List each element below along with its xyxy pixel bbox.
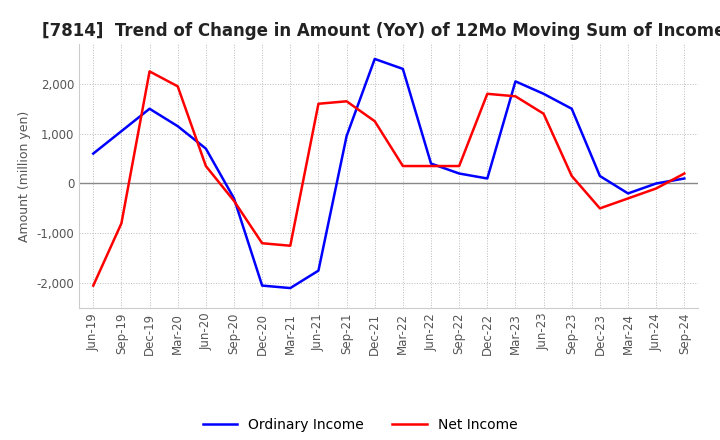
Title: [7814]  Trend of Change in Amount (YoY) of 12Mo Moving Sum of Incomes: [7814] Trend of Change in Amount (YoY) o…	[42, 22, 720, 40]
Ordinary Income	[483, 176, 492, 181]
Net Income	[455, 163, 464, 169]
Ordinary Income	[117, 128, 126, 134]
Ordinary Income	[89, 151, 98, 156]
Ordinary Income	[314, 268, 323, 273]
Net Income	[117, 221, 126, 226]
Ordinary Income	[145, 106, 154, 111]
Ordinary Income	[399, 66, 408, 72]
Net Income	[286, 243, 294, 248]
Ordinary Income	[680, 176, 688, 181]
Ordinary Income	[595, 173, 604, 179]
Ordinary Income	[455, 171, 464, 176]
Ordinary Income	[258, 283, 266, 288]
Ordinary Income	[174, 124, 182, 129]
Ordinary Income	[539, 91, 548, 96]
Ordinary Income	[230, 196, 238, 201]
Net Income	[399, 163, 408, 169]
Legend: Ordinary Income, Net Income: Ordinary Income, Net Income	[197, 412, 523, 437]
Ordinary Income	[652, 181, 660, 186]
Net Income	[427, 163, 436, 169]
Net Income	[342, 99, 351, 104]
Net Income	[652, 186, 660, 191]
Y-axis label: Amount (million yen): Amount (million yen)	[18, 110, 31, 242]
Net Income	[174, 84, 182, 89]
Net Income	[567, 173, 576, 179]
Ordinary Income	[202, 146, 210, 151]
Net Income	[370, 118, 379, 124]
Net Income	[483, 91, 492, 96]
Ordinary Income	[567, 106, 576, 111]
Net Income	[314, 101, 323, 106]
Net Income	[145, 69, 154, 74]
Net Income	[511, 94, 520, 99]
Ordinary Income	[511, 79, 520, 84]
Ordinary Income	[370, 56, 379, 62]
Net Income	[202, 163, 210, 169]
Net Income	[230, 198, 238, 204]
Net Income	[595, 206, 604, 211]
Net Income	[680, 171, 688, 176]
Ordinary Income	[286, 286, 294, 291]
Line: Ordinary Income: Ordinary Income	[94, 59, 684, 288]
Ordinary Income	[624, 191, 632, 196]
Ordinary Income	[342, 133, 351, 139]
Ordinary Income	[427, 161, 436, 166]
Net Income	[624, 196, 632, 201]
Net Income	[539, 111, 548, 116]
Net Income	[89, 283, 98, 288]
Line: Net Income: Net Income	[94, 71, 684, 286]
Net Income	[258, 241, 266, 246]
